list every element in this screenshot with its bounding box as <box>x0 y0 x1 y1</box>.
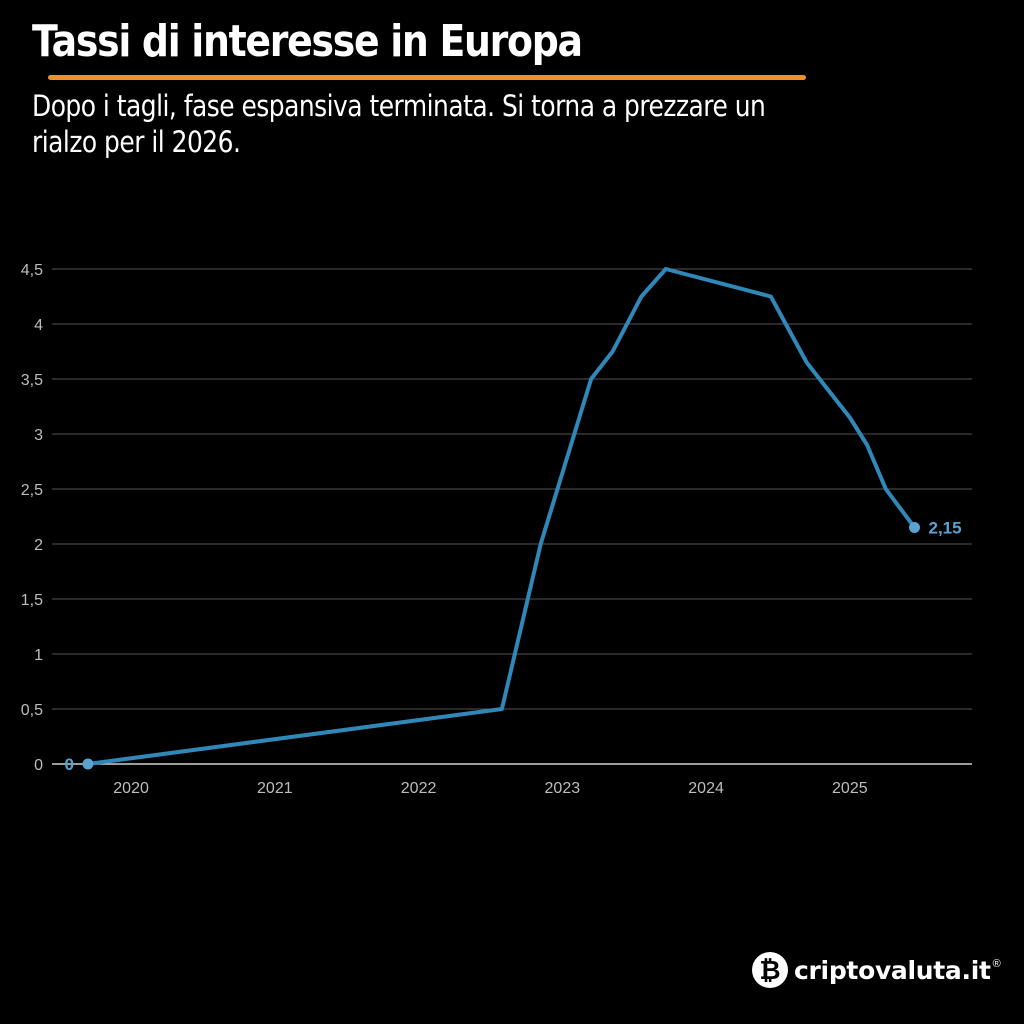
registered-mark: ® <box>992 958 1001 970</box>
y-tick-label: 0 <box>34 757 43 774</box>
y-tick-label: 4 <box>34 317 43 334</box>
chart-subtitle: Dopo i tagli, fase espansiva terminata. … <box>32 89 766 159</box>
chart-title: Tassi di interesse in Europa <box>32 16 583 67</box>
data-point <box>909 522 920 533</box>
y-tick-label: 2,5 <box>21 482 43 499</box>
y-tick-label: 0,5 <box>21 702 43 719</box>
x-tick-label: 2024 <box>688 780 724 797</box>
bitcoin-icon: ₿ <box>752 952 788 988</box>
data-label: 2,15 <box>929 519 962 538</box>
y-tick-label: 1 <box>34 647 43 664</box>
x-tick-label: 2023 <box>545 780 581 797</box>
brand-name: criptovaluta.it <box>794 955 991 985</box>
y-tick-label: 4,5 <box>21 262 43 279</box>
x-tick-label: 2025 <box>832 780 868 797</box>
y-tick-label: 2 <box>34 537 43 554</box>
title-underline <box>48 75 806 80</box>
y-tick-label: 3,5 <box>21 372 43 389</box>
series-line <box>85 267 917 766</box>
x-tick-label: 2020 <box>113 780 149 797</box>
data-point <box>82 758 94 770</box>
y-tick-label: 3 <box>34 427 43 444</box>
x-tick-label: 2022 <box>401 780 437 797</box>
y-tick-label: 1,5 <box>21 592 43 609</box>
data-label: 0 <box>64 755 73 774</box>
brand-logo[interactable]: ₿ criptovaluta.it ® <box>752 950 1001 990</box>
x-tick-label: 2021 <box>257 780 293 797</box>
